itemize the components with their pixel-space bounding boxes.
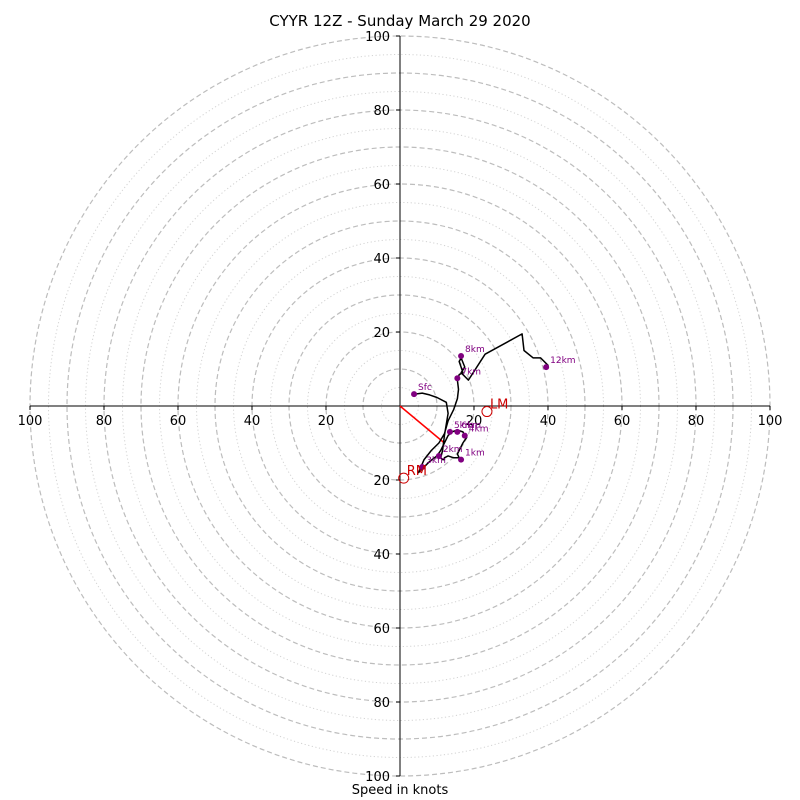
y-tick-label: 40	[373, 252, 390, 267]
height-marker-label: 7km	[461, 367, 481, 377]
storm-motion-label: RM	[407, 464, 427, 479]
height-marker-point	[435, 452, 442, 459]
y-tick-label: 20	[373, 474, 390, 489]
height-marker-point	[461, 432, 468, 439]
x-tick-label: 80	[96, 414, 113, 429]
x-tick-label: 80	[688, 414, 705, 429]
y-tick-label: 60	[373, 178, 390, 193]
storm-motion-point	[481, 406, 493, 418]
y-tick-label: 80	[373, 104, 390, 119]
x-tick-label: 20	[318, 414, 335, 429]
height-marker-point	[411, 391, 418, 398]
height-marker-label: 8km	[465, 345, 485, 355]
y-tick-label: 40	[373, 548, 390, 563]
x-tick-label: 40	[540, 414, 557, 429]
height-marker-point	[454, 428, 461, 435]
height-marker-label: 12km	[550, 356, 575, 366]
x-tick-label: 100	[758, 414, 783, 429]
height-marker-point	[458, 456, 465, 463]
height-marker-point	[419, 464, 426, 471]
x-tick-label: 60	[170, 414, 187, 429]
height-marker-label: 5km	[454, 421, 474, 431]
tick-labels: 100 80 60 40 20 20 40 60 80 100 100 80 60 40 20 20 40 60 8…	[18, 30, 783, 785]
y-tick-label: 80	[373, 696, 390, 711]
x-tick-label: 100	[18, 414, 43, 429]
shear-vector-line	[399, 405, 445, 444]
storm-motion-point	[398, 472, 410, 484]
y-tick-label: 20	[373, 326, 390, 341]
x-tick-label: 60	[614, 414, 631, 429]
x-tick-label: 20	[466, 414, 483, 429]
y-tick-label: 60	[373, 622, 390, 637]
height-marker-point	[446, 428, 453, 435]
height-marker-point	[543, 364, 550, 371]
storm-motion-label: LM	[490, 398, 508, 413]
height-marker-point	[458, 353, 465, 360]
x-tick-label: 40	[244, 414, 261, 429]
height-marker-point	[454, 375, 461, 382]
y-tick-label: 100	[365, 770, 390, 785]
storm-motion-markers: LM RM	[398, 398, 508, 484]
height-marker-label: 1km	[465, 449, 485, 459]
y-tick-label: 100	[365, 30, 390, 45]
x-axis-label: Speed in knots	[351, 783, 449, 798]
height-marker-label: 4km	[469, 425, 489, 435]
height-marker-label: 2km	[443, 445, 463, 455]
height-marker-label: 3km	[426, 456, 446, 466]
height-marker-label: Sfc	[418, 383, 432, 393]
chart-title: CYYR 12Z - Sunday March 29 2020	[269, 12, 531, 30]
height-marker-label: 6km	[461, 421, 481, 431]
